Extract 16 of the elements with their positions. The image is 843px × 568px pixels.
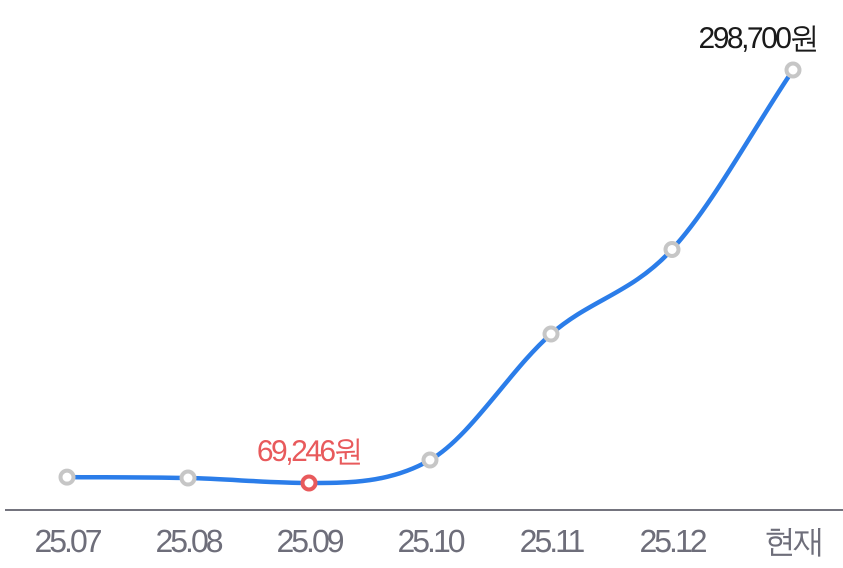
- point: [58, 468, 76, 486]
- point: [784, 62, 802, 78]
- data-label: 69,246원: [256, 435, 362, 468]
- x-tick-label: 25.10: [397, 523, 465, 559]
- x-tick-label: 25.11: [520, 523, 585, 559]
- point: [422, 452, 438, 469]
- x-tick-label: 현재: [764, 523, 822, 559]
- data-label: 298,700원: [698, 22, 817, 55]
- x-tick-label: 25.09: [276, 523, 344, 559]
- point: [180, 470, 196, 487]
- x-tick-label: 25.07: [34, 523, 102, 559]
- x-tick-label: 25.12: [639, 523, 707, 559]
- point: [664, 240, 680, 258]
- x-tick-label: 25.08: [155, 523, 223, 559]
- point: [300, 474, 318, 492]
- point: [542, 326, 560, 343]
